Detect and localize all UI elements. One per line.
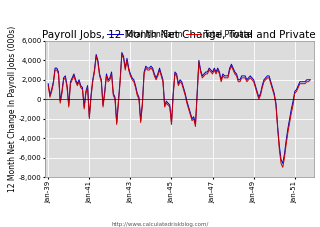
Total Private (243, 76, 247, 79)
Total Private (120, 53, 124, 56)
Total Non-Farm (120, 51, 124, 54)
Total Private (262, 80, 266, 83)
Total Private (308, 78, 312, 81)
Total Non-Farm (308, 78, 312, 81)
Line: Total Private: Total Private (48, 54, 310, 167)
Total Non-Farm (262, 78, 266, 81)
Total Non-Farm (272, 92, 276, 95)
Total Non-Farm (46, 82, 50, 85)
Total Private (214, 73, 218, 75)
Title: Payroll Jobs, 12 Month Net Change, Total and Private: Payroll Jobs, 12 Month Net Change, Total… (42, 30, 316, 40)
Line: Total Non-Farm: Total Non-Farm (48, 52, 310, 163)
Text: http://www.calculatedriskblog.com/: http://www.calculatedriskblog.com/ (111, 222, 209, 227)
Total Non-Farm (243, 74, 247, 77)
Total Non-Farm (281, 162, 285, 165)
Total Private (140, 104, 144, 106)
Total Non-Farm (214, 71, 218, 73)
Y-axis label: 12 Month Net Change In Payroll Jobs (000s): 12 Month Net Change In Payroll Jobs (000… (8, 26, 17, 192)
Total Private (139, 121, 143, 124)
Total Private (46, 84, 50, 87)
Total Non-Farm (140, 102, 144, 104)
Total Private (281, 166, 285, 169)
Total Non-Farm (139, 119, 143, 122)
Legend: Total Non-Farm, Total Private: Total Non-Farm, Total Private (104, 27, 254, 42)
Total Private (272, 94, 276, 97)
